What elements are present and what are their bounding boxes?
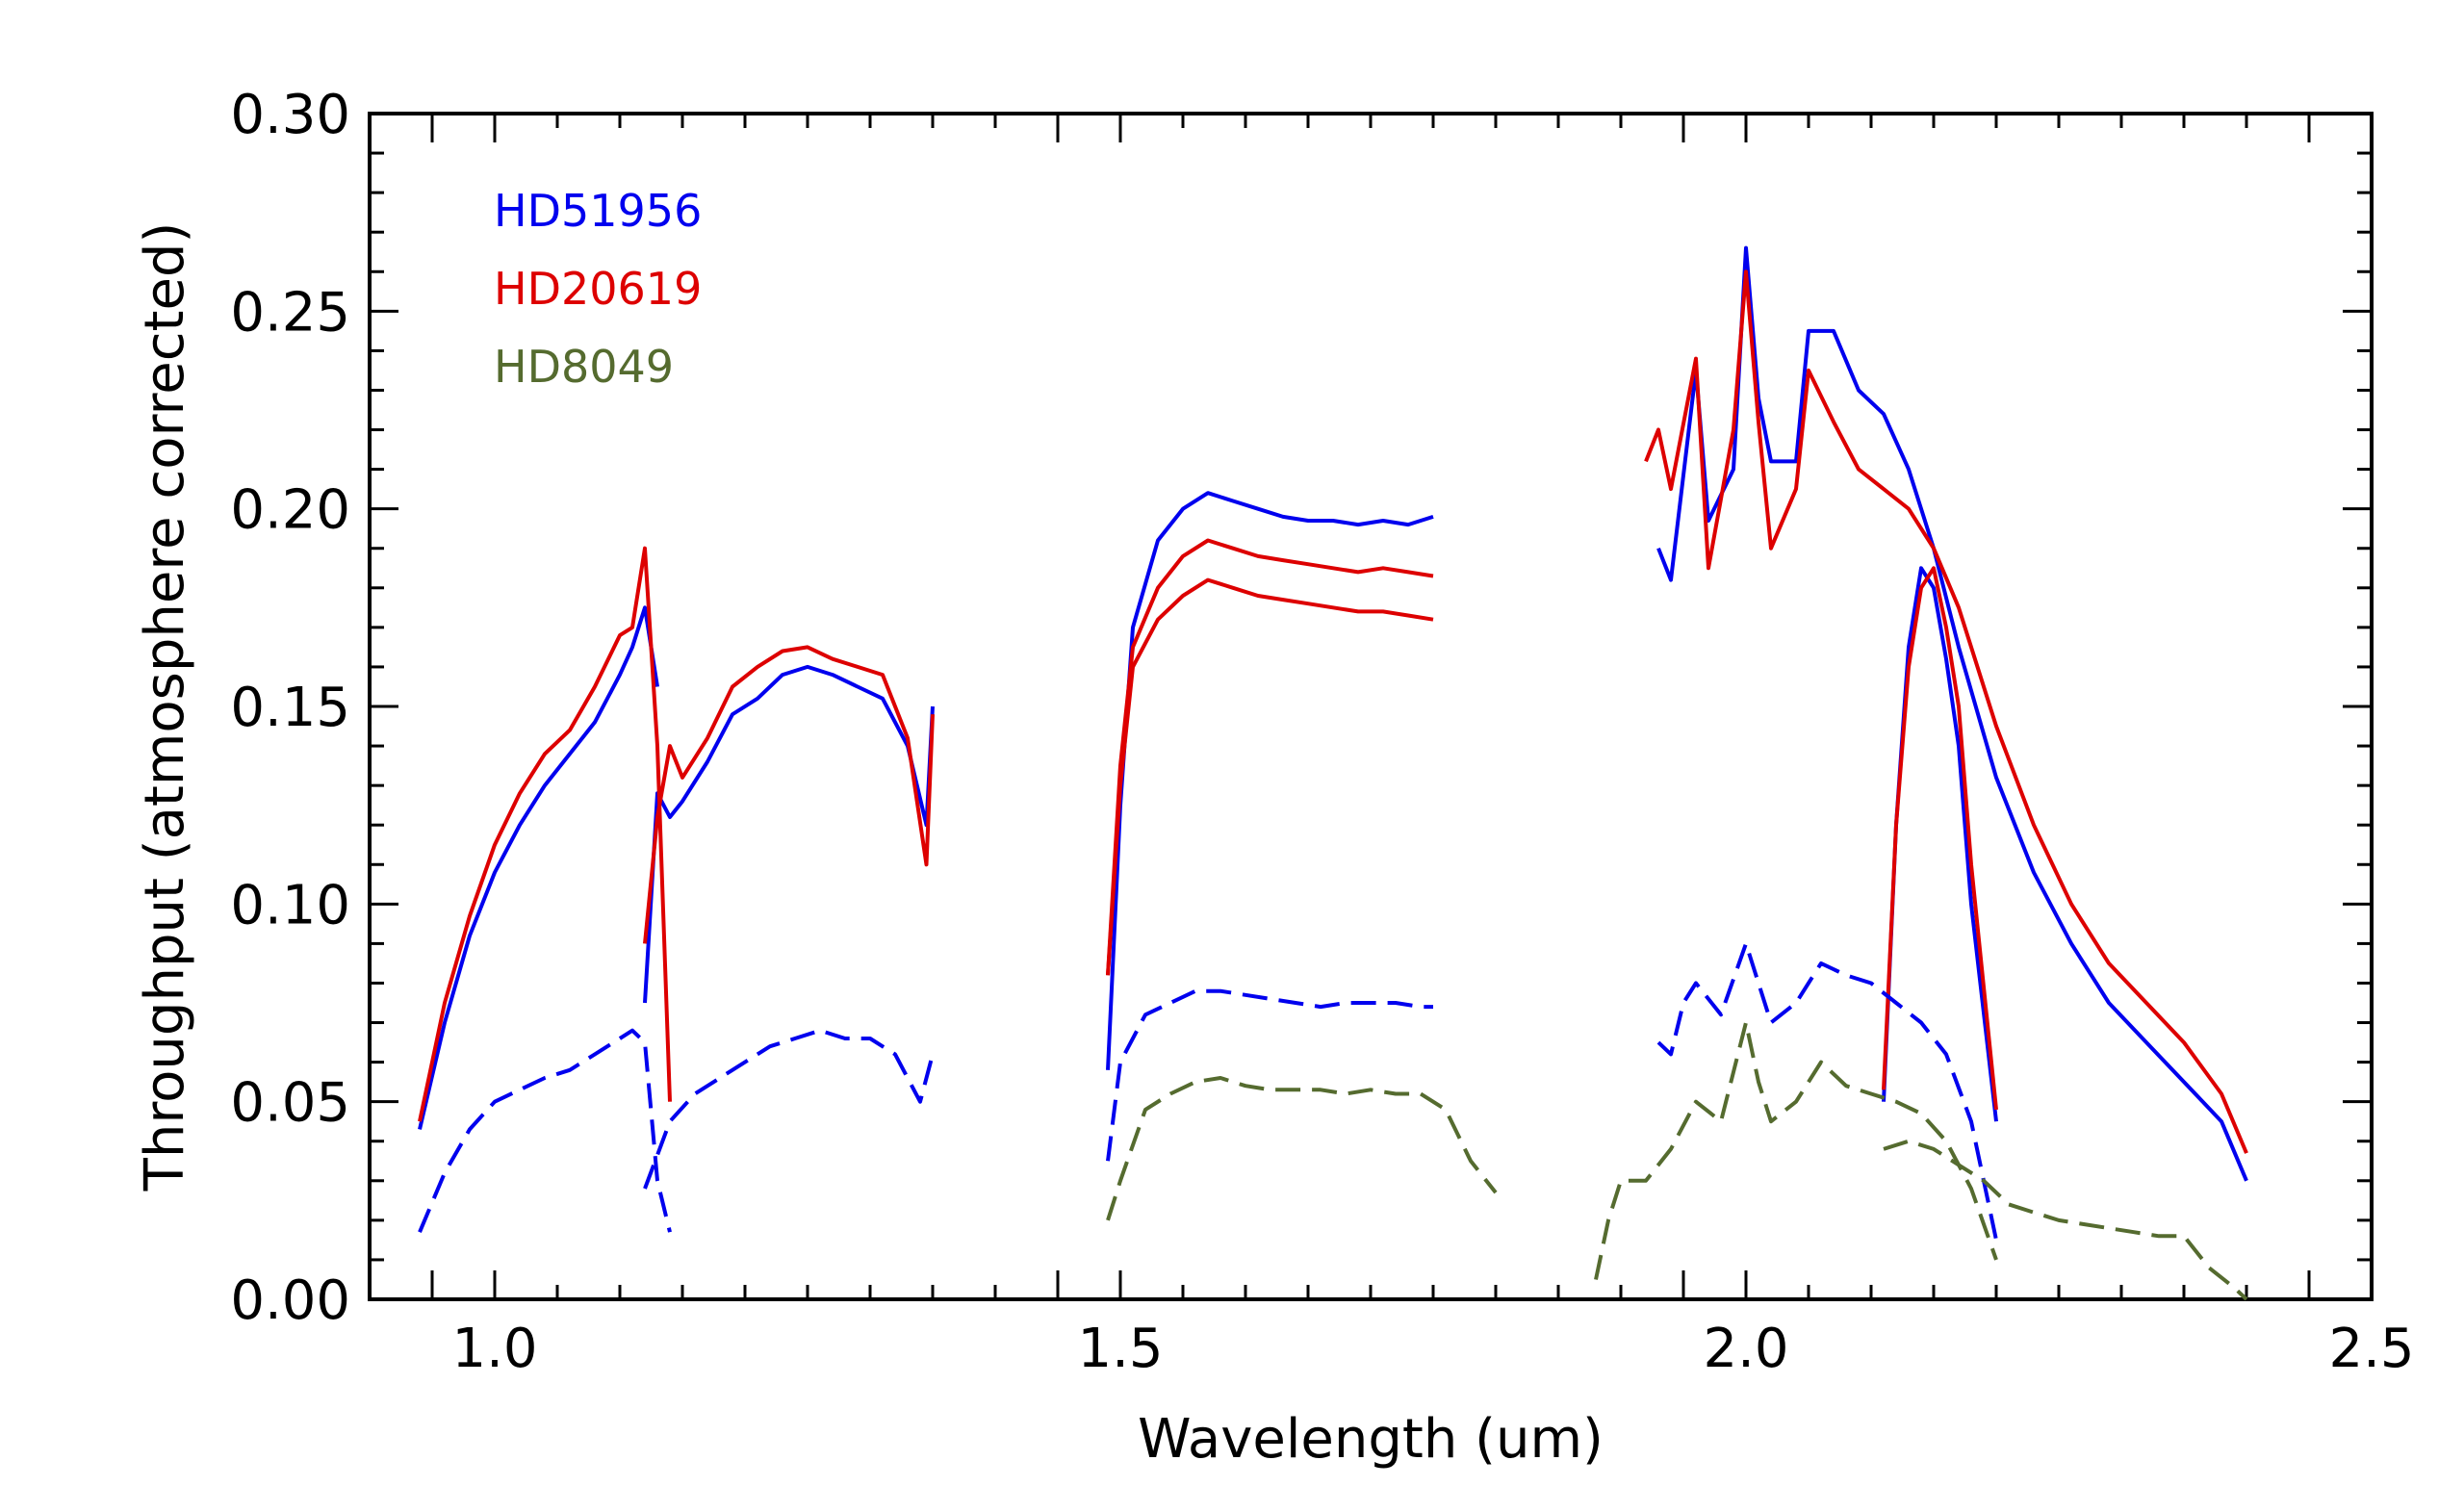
y-tick-label: 0.30 [230, 84, 350, 146]
legend: HD51956 HD20619 HD8049 [494, 185, 702, 393]
y-tick-label: 0.20 [230, 479, 350, 542]
series-line-7 [1106, 538, 1434, 976]
series-line-15 [1106, 1076, 1498, 1221]
series-line-6 [643, 645, 935, 944]
tick-labels: 1.0 1.5 2.0 2.5 0.00 0.05 0.10 0.15 0.20 0.25 0.30 [230, 84, 2414, 1380]
series-line-0 [418, 605, 659, 1130]
series-line-16 [1594, 1020, 1998, 1280]
legend-entry: HD8049 [494, 341, 674, 393]
series-line-3 [1656, 245, 2248, 1182]
series-line-14 [1656, 941, 1998, 1241]
y-axis-title: Throughput (atmosphere corrected) [134, 222, 196, 1192]
series-line-5 [418, 546, 672, 1122]
series-line-11 [418, 1028, 672, 1233]
legend-entry: HD51956 [494, 185, 702, 237]
series-line-9 [1644, 269, 2248, 1154]
data-lines [418, 245, 2248, 1301]
series-line-1 [643, 664, 935, 1004]
x-tick-label: 2.0 [1703, 1318, 1788, 1380]
x-axis-title: Wavelength (um) [1138, 1408, 1604, 1471]
series-line-4 [1882, 566, 1998, 1122]
y-tick-label: 0.00 [230, 1269, 350, 1332]
y-tick-label: 0.10 [230, 874, 350, 936]
y-tick-label: 0.05 [230, 1072, 350, 1135]
series-line-12 [643, 1028, 935, 1190]
series-line-2 [1106, 491, 1434, 1070]
series-line-17 [1883, 1139, 2248, 1301]
x-tick-label: 2.5 [2328, 1318, 2414, 1380]
x-tick-label: 1.0 [451, 1318, 537, 1380]
legend-entry: HD20619 [494, 263, 702, 315]
y-tick-label: 0.25 [230, 281, 350, 344]
series-line-8 [1106, 577, 1434, 976]
axis-ticks [368, 112, 2374, 1301]
x-tick-label: 1.5 [1077, 1318, 1163, 1380]
series-line-13 [1106, 988, 1433, 1162]
y-tick-label: 0.15 [230, 677, 350, 739]
series-line-10 [1882, 566, 1998, 1111]
